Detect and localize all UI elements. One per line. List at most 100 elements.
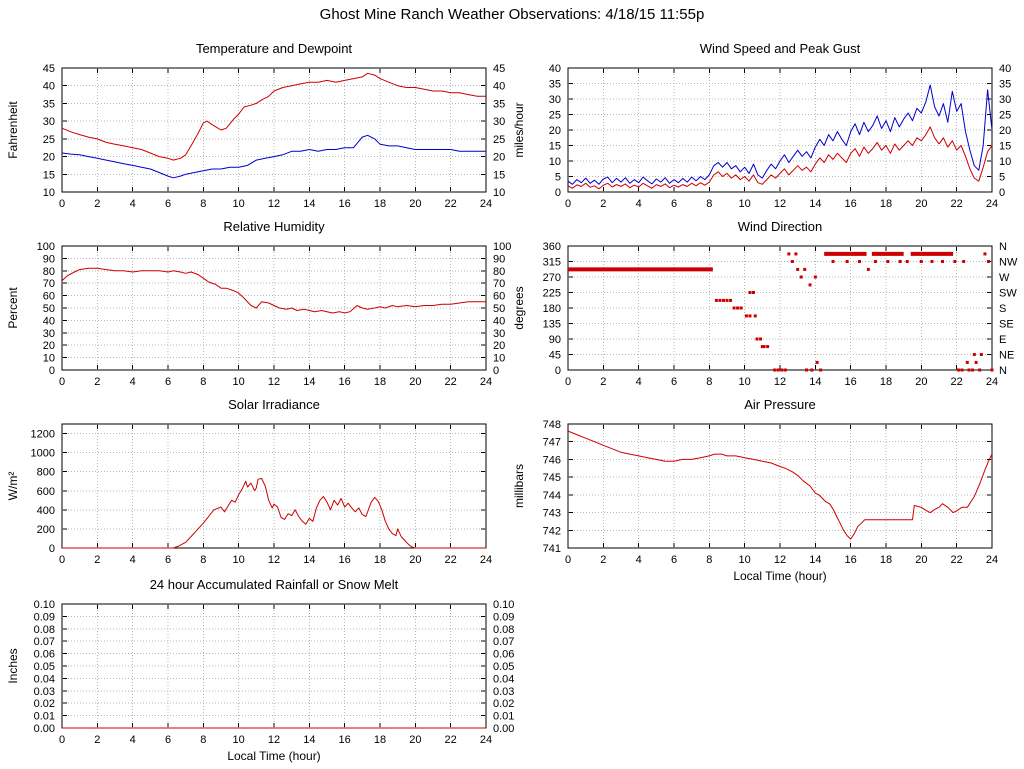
x-tick-label: 10 <box>233 734 245 746</box>
y-tick-label: 40 <box>43 315 55 327</box>
y-tick-label-right: S <box>999 303 1006 315</box>
y-tick-label-right: 70 <box>493 278 505 290</box>
x-tick-label: 22 <box>951 198 963 210</box>
x-tick-label: 14 <box>303 554 315 566</box>
chart-temperature-dewpoint: Temperature and Dewpoint 0 2 4 6 8 10 12 14 16 18 2… <box>2 36 514 228</box>
y-tick-label-right: 30 <box>493 328 505 340</box>
y-tick-label: 100 <box>37 241 55 253</box>
x-tick-label: 22 <box>445 734 457 746</box>
x-tick-label: 22 <box>445 198 457 210</box>
y-tick-label: 35 <box>549 79 561 91</box>
y-tick-label-right: 15 <box>999 141 1011 153</box>
x-tick-label: 24 <box>480 376 492 388</box>
chart-wind-direction: Wind Direction 0 2 4 6 8 10 12 14 16 18 20 22 24 0 N 45 N… <box>508 214 1020 406</box>
y-tick-label: 0.07 <box>34 636 55 648</box>
y-tick-label-right: 25 <box>493 134 505 146</box>
x-tick-label: 24 <box>986 198 998 210</box>
y-tick-label: 200 <box>37 524 55 536</box>
y-tick-label: 20 <box>43 152 55 164</box>
x-tick-label: 18 <box>374 554 386 566</box>
x-tick-label: 0 <box>59 376 65 388</box>
y-tick-label-right: 0.07 <box>493 636 514 648</box>
y-tick-label: 0.06 <box>34 649 55 661</box>
x-tick-label: 8 <box>706 198 712 210</box>
x-tick-label: 6 <box>165 198 171 210</box>
y-tick-label: 25 <box>549 110 561 122</box>
y-tick-label: 0.00 <box>34 723 55 735</box>
y-tick-label: 20 <box>549 125 561 137</box>
x-tick-label: 20 <box>409 376 421 388</box>
x-tick-label: 2 <box>94 554 100 566</box>
y-tick-label: 315 <box>543 257 561 269</box>
chart-solar-irradiance: Solar Irradiance 0 2 4 6 8 10 12 14 16 18 20 22 24 0 20… <box>2 392 514 584</box>
x-tick-label: 2 <box>94 198 100 210</box>
plot-frame <box>567 423 993 549</box>
y-tick-label-right: 60 <box>493 291 505 303</box>
y-tick-label: 40 <box>43 81 55 93</box>
y-tick-label-right: 40 <box>493 315 505 327</box>
x-tick-label: 2 <box>600 376 606 388</box>
x-tick-label: 16 <box>845 376 857 388</box>
y-tick-label: 400 <box>37 505 55 517</box>
y-tick-label: 15 <box>43 169 55 181</box>
y-tick-label-right: 20 <box>999 125 1011 137</box>
y-tick-label: 0 <box>555 187 561 199</box>
chart-title: Solar Irradiance <box>228 397 320 412</box>
y-tick-label: 70 <box>43 278 55 290</box>
y-tick-label: 746 <box>543 454 561 466</box>
y-tick-label-right: 35 <box>999 79 1011 91</box>
y-tick-label-right: 45 <box>493 63 505 75</box>
chart-title: Air Pressure <box>744 397 816 412</box>
y-tick-label: 10 <box>43 187 55 199</box>
y-tick-label-right: 30 <box>493 116 505 128</box>
y-tick-label: 741 <box>543 543 561 555</box>
y-tick-label: 80 <box>43 266 55 278</box>
x-tick-label: 22 <box>951 376 963 388</box>
humidity-series <box>61 267 486 314</box>
x-tick-label: 10 <box>739 554 751 566</box>
x-tick-label: 4 <box>636 554 642 566</box>
x-tick-label: 14 <box>303 734 315 746</box>
x-tick-label: 18 <box>374 376 386 388</box>
y-tick-label: 25 <box>43 134 55 146</box>
x-tick-label: 6 <box>671 198 677 210</box>
x-tick-label: 10 <box>233 198 245 210</box>
x-tick-label: 18 <box>880 376 892 388</box>
x-tick-label: 8 <box>200 376 206 388</box>
y-tick-label: 270 <box>543 272 561 284</box>
y-tick-label-right: 40 <box>493 81 505 93</box>
x-tick-label: 16 <box>845 554 857 566</box>
y-tick-label-right: 40 <box>999 63 1011 75</box>
grid-and-axes <box>567 245 993 371</box>
y-tick-label-right: 10 <box>999 156 1011 168</box>
x-tick-label: 14 <box>303 198 315 210</box>
chart-title: Temperature and Dewpoint <box>196 41 352 56</box>
x-tick-label: 16 <box>845 198 857 210</box>
x-tick-label: 20 <box>409 554 421 566</box>
y-tick-label: 35 <box>43 98 55 110</box>
x-axis-label: Local Time (hour) <box>733 569 826 583</box>
chart-title: 24 hour Accumulated Rainfall or Snow Mel… <box>150 577 399 592</box>
x-tick-label: 18 <box>880 554 892 566</box>
y-tick-label: 748 <box>543 419 561 431</box>
x-tick-label: 4 <box>130 554 136 566</box>
chart-wind-speed-gust: Wind Speed and Peak Gust 0 2 4 6 8 10 12 14 16 18 2… <box>508 36 1020 228</box>
y-axis-label: Percent <box>6 287 20 329</box>
y-tick-label: 360 <box>543 241 561 253</box>
x-tick-label: 0 <box>565 376 571 388</box>
x-tick-label: 22 <box>951 554 963 566</box>
x-tick-label: 20 <box>915 554 927 566</box>
y-tick-label-right: 20 <box>493 340 505 352</box>
y-tick-label: 0.03 <box>34 686 55 698</box>
grid-and-axes <box>567 423 993 549</box>
chart-title: Relative Humidity <box>223 219 325 234</box>
x-tick-label: 16 <box>339 554 351 566</box>
plot-frame <box>61 423 487 549</box>
x-tick-label: 8 <box>706 554 712 566</box>
y-tick-label-right: 10 <box>493 187 505 199</box>
y-tick-label-right: 0.05 <box>493 661 514 673</box>
x-tick-label: 20 <box>915 198 927 210</box>
x-tick-label: 10 <box>739 376 751 388</box>
y-tick-label: 747 <box>543 437 561 449</box>
